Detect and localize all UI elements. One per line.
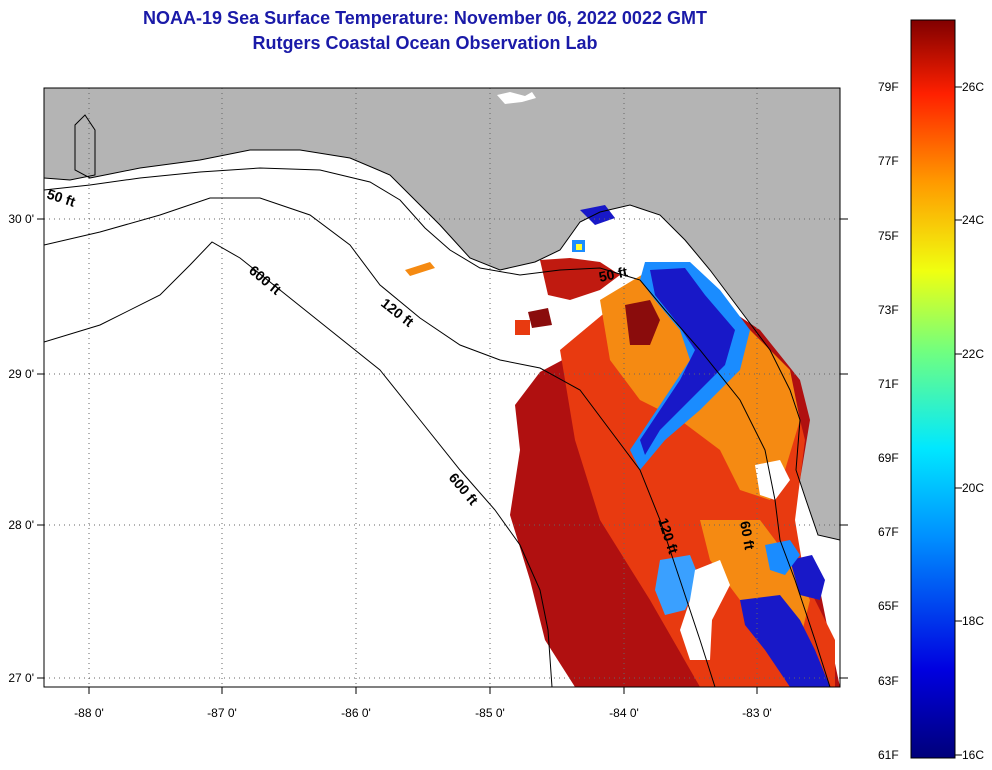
colorbar: [910, 19, 956, 759]
colorbar-label-26c: 26C: [962, 80, 985, 94]
lat-label-28: 28 0': [8, 518, 34, 532]
map-border: [43, 87, 841, 688]
sst-swath: [405, 205, 840, 687]
land-mass: [44, 88, 840, 540]
axis-ticks: [37, 218, 848, 694]
contour-label-60ft: 60 ft: [737, 520, 758, 551]
lon-label-83: -83 0': [742, 706, 772, 720]
colorbar-label-77f: 77F: [878, 154, 899, 168]
colorbar-label-65f: 65F: [878, 599, 899, 613]
map-subtitle: Rutgers Coastal Ocean Observation Lab: [252, 33, 598, 53]
colorbar-label-20c: 20C: [962, 481, 985, 495]
lon-label-85: -85 0': [475, 706, 505, 720]
lon-label-84: -84 0': [609, 706, 639, 720]
colorbar-label-18c: 18C: [962, 614, 985, 628]
map-title: NOAA-19 Sea Surface Temperature: Novembe…: [143, 8, 707, 28]
colorbar-label-67f: 67F: [878, 525, 899, 539]
lake: [497, 92, 536, 104]
lon-label-86: -86 0': [341, 706, 371, 720]
colorbar-ticks: [955, 86, 962, 756]
colorbar-label-16c: 16C: [962, 748, 985, 762]
lat-label-30: 30 0': [8, 212, 34, 226]
lat-label-29: 29 0': [8, 367, 34, 381]
contour-label-50ft-east: 50 ft: [597, 263, 629, 285]
colorbar-label-73f: 73F: [878, 303, 899, 317]
colorbar-label-63f: 63F: [878, 674, 899, 688]
lon-label-87: -87 0': [207, 706, 237, 720]
colorbar-label-75f: 75F: [878, 229, 899, 243]
colorbar-label-24c: 24C: [962, 213, 985, 227]
coastline: [44, 114, 840, 541]
colorbar-label-69f: 69F: [878, 451, 899, 465]
colorbar-label-71f: 71F: [878, 377, 899, 391]
colorbar-label-61f: 61F: [878, 748, 899, 762]
lon-label-88: -88 0': [74, 706, 104, 720]
contour-120ft: [44, 197, 716, 687]
contour-600ft: [44, 241, 553, 687]
lat-label-27: 27 0': [8, 671, 34, 685]
colorbar-label-79f: 79F: [878, 80, 899, 94]
colorbar-label-22c: 22C: [962, 347, 985, 361]
contour-50ft: [44, 167, 831, 687]
